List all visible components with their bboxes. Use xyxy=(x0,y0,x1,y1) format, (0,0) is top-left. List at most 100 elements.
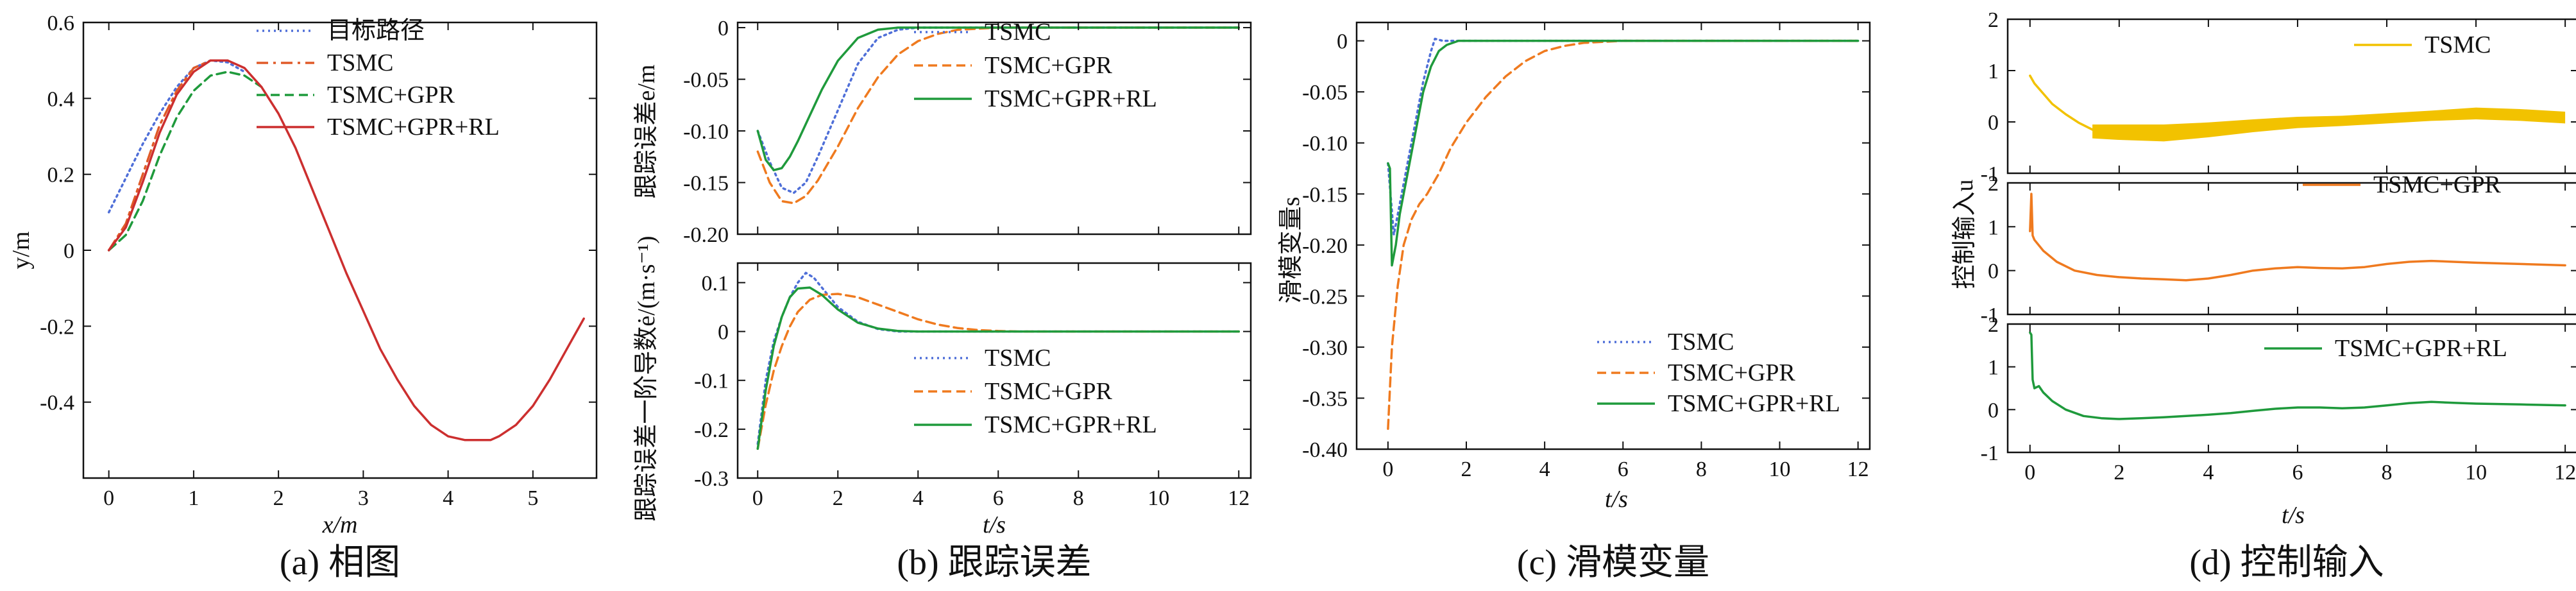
plot-frame xyxy=(2006,182,2576,316)
y-tick-label: -0.3 xyxy=(694,467,729,491)
x-tick-label: 8 xyxy=(1696,458,1707,481)
x-tick-label: 2 xyxy=(1461,458,1471,481)
y-tick-label: -0.05 xyxy=(683,69,729,92)
x-tick-label: 12 xyxy=(2554,461,2576,484)
series-line-d1-0 xyxy=(2029,74,2094,131)
x-tick-label: 10 xyxy=(2465,461,2487,484)
x-tick-label: 2 xyxy=(273,486,284,510)
series-line-d2-0 xyxy=(2029,193,2566,282)
legend: TSMC+GPR+RL xyxy=(2264,335,2507,362)
y-tick-label: 0 xyxy=(64,239,74,263)
y-axis-label: 跟踪误差e/m xyxy=(633,65,660,199)
y-tick-label: 0.1 xyxy=(702,271,729,295)
y-tick-label: -0.2 xyxy=(694,418,729,442)
series-line-c-1 xyxy=(1387,39,1860,430)
series-line-a-3 xyxy=(107,59,585,441)
x-tick-label: 5 xyxy=(527,486,538,510)
x-tick-label: 4 xyxy=(913,486,924,510)
x-tick-label: 0 xyxy=(1382,458,1393,481)
series-line-c-2 xyxy=(1387,39,1860,267)
y-axis-label: y/m xyxy=(8,231,35,269)
legend: TSMC TSMC+GPR TSMC+GPR+RL xyxy=(914,345,1157,438)
x-tick-label: 3 xyxy=(358,486,369,510)
x-tick-label: 4 xyxy=(2203,461,2214,484)
legend-label: 目标路径 xyxy=(327,17,425,44)
y-axis-label: 跟踪误差一阶导数ė/(m·s⁻¹) xyxy=(633,236,660,521)
y-tick-label: -0.35 xyxy=(1302,387,1348,411)
y-tick-label: -0.1 xyxy=(694,370,729,393)
y-tick-label: -0.20 xyxy=(683,223,729,247)
legend-label: TSMC+GPR+RL xyxy=(1668,390,1840,417)
y-tick-label: -0.20 xyxy=(1302,234,1348,258)
series-line-b1-2 xyxy=(756,26,1241,171)
caption-3: (d) 控制输入 xyxy=(2189,543,2384,583)
legend-label: TSMC xyxy=(985,345,1051,372)
y-axis-label: 滑模变量s xyxy=(1278,197,1305,304)
y-tick-label: -0.05 xyxy=(1302,81,1348,105)
caption-2: (c) 滑模变量 xyxy=(1517,543,1709,583)
y-tick-label: 0 xyxy=(1988,260,1999,284)
chart-c: 0 2 4 6 8 10 12 -0.40 -0.35 -0.30 -0.25 -0.20 -0.15 -… xyxy=(1278,21,1871,513)
series-line-a-0 xyxy=(107,59,246,214)
series-line-b2-1 xyxy=(756,293,1241,450)
series-line-a-2 xyxy=(107,71,263,252)
y-tick-label: 2 xyxy=(1988,313,1999,337)
y-tick-label: 1 xyxy=(1988,60,1999,83)
legend-label: TSMC+GPR xyxy=(985,52,1112,79)
y-tick-label: 0.6 xyxy=(47,12,75,35)
y-tick-label: -0.30 xyxy=(1302,336,1348,360)
plot-frame xyxy=(736,262,1252,479)
plot-frame xyxy=(1355,21,1871,450)
chart-a: 0 1 2 3 4 5 -0.4 -0.2 0 0.2 0.4 0.6 x/m y/m 目标路径 TSMC TS… xyxy=(8,12,598,538)
y-tick-label: 0.2 xyxy=(47,164,75,187)
y-tick-label: -0.15 xyxy=(683,172,729,196)
x-tick-label: 12 xyxy=(1847,458,1869,481)
legend-label: TSMC+GPR+RL xyxy=(985,85,1157,112)
x-axis-label: t/s xyxy=(983,511,1006,538)
y-tick-label: 1 xyxy=(1988,356,1999,380)
legend-label: TSMC+GPR+RL xyxy=(2335,335,2507,362)
legend: TSMC+GPR xyxy=(2303,171,2501,198)
y-tick-label: 0 xyxy=(718,17,729,40)
series-line-c-0 xyxy=(1387,37,1860,236)
legend: TSMC xyxy=(2354,31,2491,58)
series-line-b2-2 xyxy=(756,286,1241,450)
x-axis-label: t/s xyxy=(1605,486,1628,513)
y-tick-label: 0.4 xyxy=(47,87,75,111)
legend-label: TSMC xyxy=(985,19,1051,46)
plot-frame xyxy=(2006,18,2576,175)
y-tick-label: -1 xyxy=(1981,162,1999,186)
y-tick-label: 0 xyxy=(1988,398,1999,422)
x-axis-label: x/m xyxy=(322,511,358,538)
y-tick-label: 1 xyxy=(1988,216,1999,239)
x-tick-label: 4 xyxy=(1539,458,1550,481)
chart-b2: 0 2 4 6 8 10 12 -0.3 -0.2 -0.1 0 0.1 t/s 跟踪误差一阶导数ė/(m… xyxy=(633,236,1252,538)
y-tick-label: -1 xyxy=(1981,304,1999,327)
y-tick-label: -0.2 xyxy=(40,315,74,339)
legend-label: TSMC+GPR+RL xyxy=(985,411,1157,438)
x-tick-label: 0 xyxy=(103,486,114,510)
series-band-d1 xyxy=(2092,107,2566,142)
y-tick-label: -0.10 xyxy=(683,120,729,144)
x-tick-label: 0 xyxy=(2024,461,2035,484)
x-tick-label: 6 xyxy=(993,486,1004,510)
y-axis-label: 控制输入u xyxy=(1951,179,1978,289)
y-tick-label: -0.25 xyxy=(1302,285,1348,309)
caption-1: (b) 跟踪误差 xyxy=(897,543,1091,583)
legend-label: TSMC+GPR xyxy=(985,378,1112,405)
x-tick-label: 12 xyxy=(1228,486,1250,510)
y-tick-label: 0 xyxy=(718,321,729,345)
x-tick-label: 10 xyxy=(1148,486,1169,510)
x-tick-label: 2 xyxy=(833,486,843,510)
legend: TSMC TSMC+GPR TSMC+GPR+RL xyxy=(1597,329,1840,417)
legend: 目标路径 TSMC TSMC+GPR TSMC+GPR+RL xyxy=(257,17,500,141)
x-tick-label: 6 xyxy=(2292,461,2303,484)
plot-frame xyxy=(736,21,1252,236)
chart-d1: -1 0 1 2 TSMC xyxy=(1981,8,2576,186)
legend-label: TSMC xyxy=(2425,31,2491,58)
y-tick-label: 0 xyxy=(1337,30,1348,54)
y-tick-label: -0.15 xyxy=(1302,183,1348,207)
y-tick-label: 2 xyxy=(1988,172,1999,196)
